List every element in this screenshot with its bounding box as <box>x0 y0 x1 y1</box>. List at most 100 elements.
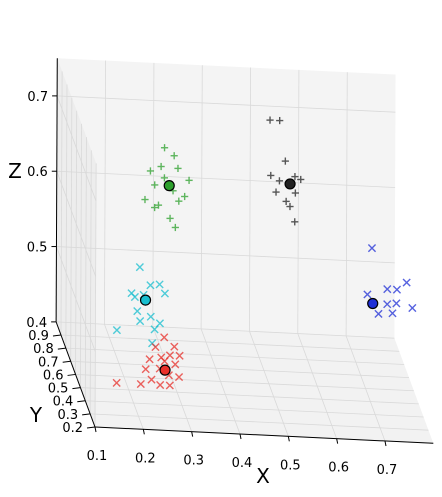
data-point <box>147 375 156 384</box>
y-tick-label: 0.9 <box>28 329 49 344</box>
data-point <box>136 317 145 326</box>
data-point <box>174 372 184 382</box>
data-point <box>281 157 289 165</box>
data-point <box>146 281 155 290</box>
data-point <box>145 355 154 364</box>
data-point <box>291 218 299 226</box>
data-point <box>166 214 174 222</box>
data-point <box>136 379 145 389</box>
y-grid-line <box>65 84 68 349</box>
y-grid-line <box>89 150 92 414</box>
y-tick-label: 0.3 <box>57 408 78 423</box>
cluster-center-point <box>163 180 175 192</box>
y-grid-line <box>70 97 73 362</box>
data-point <box>388 309 397 318</box>
data-point <box>181 192 189 201</box>
y-tick-label: 0.8 <box>33 342 54 357</box>
data-point <box>402 278 411 287</box>
x-tick-mark <box>384 440 387 447</box>
y-tick-label: 0.7 <box>38 355 59 370</box>
data-point <box>291 173 299 181</box>
x-grid-line <box>249 67 251 332</box>
x-tick-mark <box>239 433 242 440</box>
z-tick-label: 0.4 <box>26 316 47 331</box>
z-grid-line <box>56 321 395 339</box>
y-grid-line <box>60 334 400 352</box>
x-grid-line <box>200 65 203 329</box>
data-point <box>156 380 165 390</box>
y-grid-line <box>84 137 87 401</box>
data-point <box>151 342 160 352</box>
data-point <box>171 360 180 369</box>
x-tick-mark <box>142 429 145 435</box>
data-point <box>266 116 274 124</box>
z-tick-label: 0.7 <box>27 90 48 105</box>
tick-labels: 0.1 0.2 0.3 0.4 0.5 0.6 0.70.20.30.40.50.60.70… <box>26 90 397 478</box>
data-point <box>185 176 193 184</box>
x-tick-label: 0.3 <box>183 454 204 469</box>
x-grid-line <box>104 60 107 325</box>
data-point <box>374 309 383 319</box>
data-point <box>157 162 165 171</box>
data-point <box>160 144 169 152</box>
data-point <box>135 263 144 272</box>
y-axis-label: Y <box>29 403 43 427</box>
y-tick-mark <box>67 373 76 376</box>
data-point <box>160 357 169 366</box>
data-point <box>112 326 121 335</box>
x-tick-label: 0.2 <box>135 451 156 466</box>
data-point <box>286 202 294 211</box>
y-tick-mark <box>77 400 86 403</box>
y-tick-mark <box>86 426 96 429</box>
y-grid-line <box>85 400 424 418</box>
data-point <box>267 171 275 180</box>
x-tick-label: 0.4 <box>232 456 253 471</box>
data-point <box>146 312 155 321</box>
y-tick-mark <box>57 347 66 350</box>
back-pane <box>56 58 396 339</box>
data-point <box>175 197 183 205</box>
data-point <box>171 223 179 232</box>
x-tick-mark <box>191 431 194 437</box>
data-point <box>175 351 184 360</box>
data-point <box>383 285 392 294</box>
y-grid-line <box>90 413 429 431</box>
z-grid-line <box>56 171 97 277</box>
y-tick-label: 0.5 <box>48 382 69 397</box>
x-tick-mark <box>287 436 290 442</box>
y-grid-line <box>70 360 410 379</box>
z-grid-line <box>56 95 97 202</box>
y-grid-line <box>80 387 419 405</box>
z-grid-line <box>56 246 395 264</box>
y-tick-label: 0.4 <box>53 395 74 410</box>
data-point <box>297 175 305 184</box>
data-point <box>141 365 150 374</box>
y-grid-line <box>75 374 414 392</box>
z-tick-label: 0.6 <box>27 165 48 180</box>
y-tick-label: 0.2 <box>62 421 83 436</box>
cluster-center-point <box>284 178 296 190</box>
y-grid-line <box>80 123 82 388</box>
cluster-center-point <box>367 297 379 310</box>
data-point <box>272 188 280 196</box>
cluster-centers <box>139 178 379 376</box>
x-tick-label: 0.1 <box>87 449 108 464</box>
data-point <box>275 177 284 185</box>
data-point <box>151 181 159 189</box>
data-point <box>130 292 139 302</box>
z-tick-label: 0.5 <box>27 241 48 256</box>
x-tick-label: 0.7 <box>377 463 398 478</box>
data-point <box>154 201 163 209</box>
x-tick-mark <box>94 426 97 433</box>
z-axis-line <box>55 58 58 322</box>
x-tick-label: 0.5 <box>280 458 301 473</box>
y-tick-mark <box>72 387 81 390</box>
data-point <box>174 164 182 173</box>
data-point <box>367 244 377 253</box>
data-point <box>155 280 164 289</box>
y-tick-mark <box>52 334 62 337</box>
data-point <box>392 285 402 294</box>
data-point <box>291 189 299 197</box>
cluster-center-point <box>139 294 152 306</box>
y-tick-mark <box>62 360 71 363</box>
